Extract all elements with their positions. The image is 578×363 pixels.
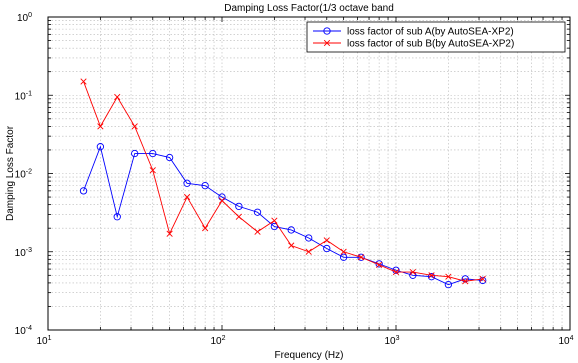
chart-title: Damping Loss Factor(1/3 octave band [224, 3, 394, 14]
data-point [287, 226, 295, 234]
data-point [114, 93, 121, 101]
data-point [166, 230, 173, 237]
data-point [235, 213, 242, 220]
data-point [392, 268, 400, 276]
data-point [79, 187, 88, 195]
x-axis-title: Frequency (Hz) [275, 350, 344, 361]
data-point [165, 153, 174, 162]
y-tick-label: 10-2 [15, 169, 32, 181]
axis-ticks: 101 102 103 104 10-4 10-3 10-2 10-1 100 [15, 12, 574, 347]
data-point [462, 278, 469, 285]
series-sub-a [79, 143, 487, 289]
data-point [113, 213, 121, 221]
data-point [461, 275, 469, 283]
series-line [83, 81, 483, 282]
data-point [305, 248, 312, 255]
y-tick-label: 10-1 [15, 90, 32, 102]
x-tick-label: 103 [384, 335, 399, 347]
data-point [444, 280, 453, 289]
data-point [149, 167, 156, 174]
series-layer [79, 78, 487, 289]
data-point [131, 123, 138, 130]
data-point [339, 253, 348, 261]
data-point [97, 123, 104, 130]
series-sub-b [80, 78, 486, 285]
data-point [183, 193, 191, 201]
data-point [479, 276, 487, 285]
data-point [479, 275, 486, 283]
legend: loss factor of sub A(by AutoSEA-XP2)loss… [306, 21, 566, 53]
data-point [428, 272, 435, 279]
y-tick-label: 10-4 [15, 325, 32, 337]
data-point [254, 228, 261, 235]
data-point [271, 217, 278, 224]
data-point [253, 208, 262, 216]
y-tick-label: 10-3 [15, 247, 32, 259]
data-point [235, 202, 243, 211]
data-point [357, 253, 365, 261]
y-tick-label: 100 [17, 12, 32, 24]
legend-box [306, 21, 566, 53]
legend-marker [323, 27, 331, 35]
x-tick-label: 102 [210, 335, 225, 347]
data-point [305, 234, 313, 242]
data-point [409, 268, 416, 276]
data-point [201, 181, 209, 190]
data-point [270, 222, 279, 231]
data-point [202, 225, 209, 232]
data-point [445, 273, 452, 280]
x-tick-label: 101 [36, 335, 51, 347]
data-point [427, 273, 436, 281]
data-point [218, 197, 226, 204]
data-point [183, 179, 191, 187]
legend-marker [323, 39, 331, 47]
data-point [96, 143, 105, 151]
data-point [376, 261, 383, 268]
y-axis-title: Damping Loss Factor [5, 125, 16, 221]
data-point [340, 248, 347, 255]
legend-label: loss factor of sub B(by AutoSEA-XP2) [347, 39, 514, 50]
legend-label: loss factor of sub A(by AutoSEA-XP2) [347, 27, 514, 38]
data-point [323, 237, 330, 244]
data-point [131, 149, 139, 158]
data-point [149, 149, 157, 158]
x-tick-label: 104 [558, 335, 573, 347]
data-point [288, 242, 295, 249]
data-point [80, 78, 87, 85]
data-point [323, 244, 331, 253]
data-point [357, 254, 365, 261]
